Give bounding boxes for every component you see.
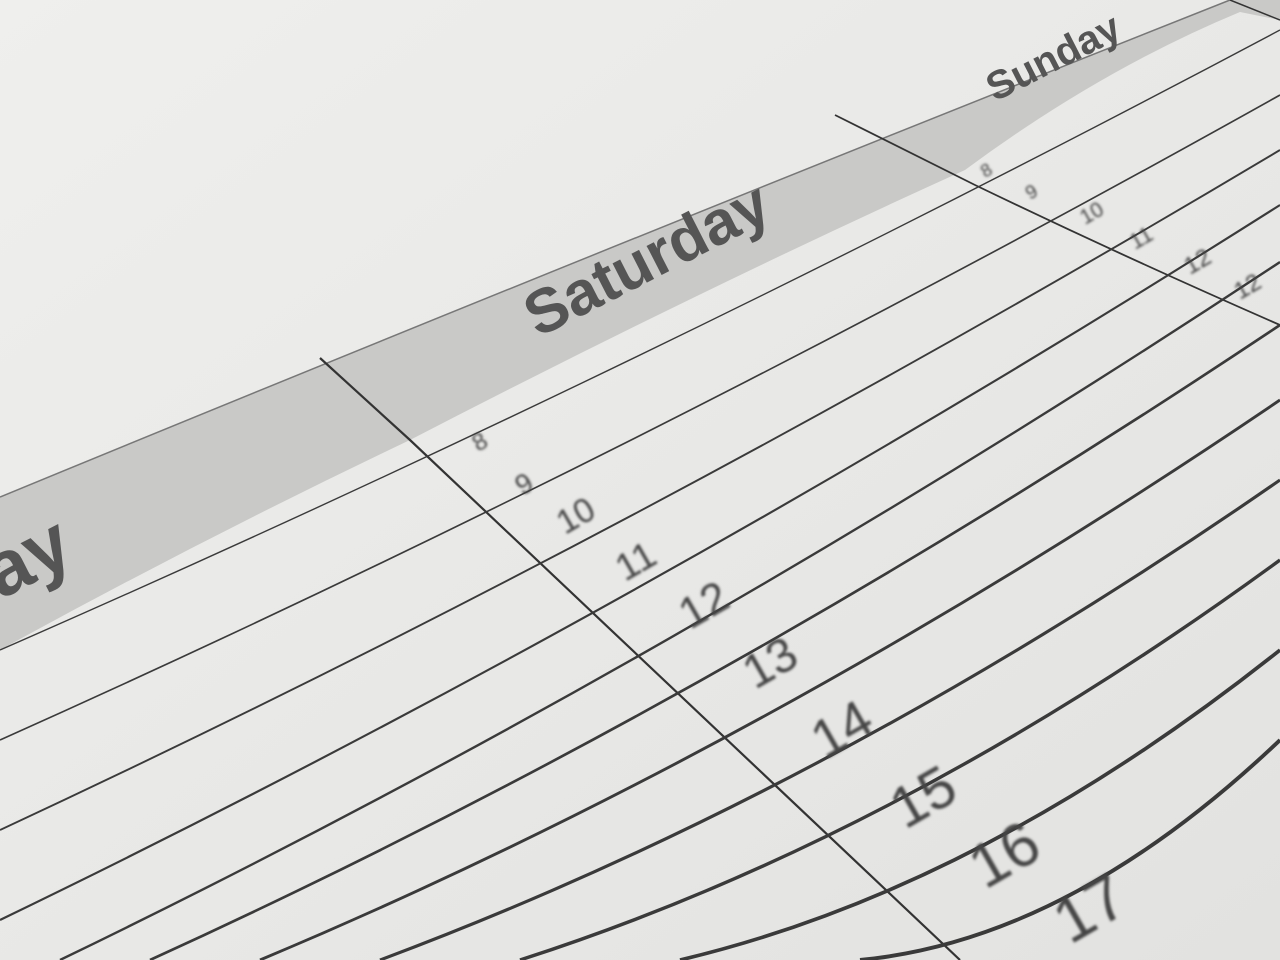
row-line (0, 149, 1280, 831)
row-line (0, 204, 1280, 921)
column-divider-sunday (834, 114, 1280, 326)
row-line (59, 260, 1280, 960)
header-top-edge (0, 0, 1231, 498)
row-line (379, 478, 1280, 960)
row-lines (0, 29, 1280, 960)
row-line (0, 29, 1280, 651)
row-line (149, 323, 1280, 960)
row-line (0, 94, 1280, 741)
row-line (259, 398, 1280, 960)
column-divider-end (1229, 0, 1280, 21)
row-line (859, 738, 1280, 960)
header-band (0, 0, 1280, 650)
row-line (679, 648, 1280, 960)
row-line (519, 558, 1280, 960)
column-divider-saturday (319, 357, 961, 960)
